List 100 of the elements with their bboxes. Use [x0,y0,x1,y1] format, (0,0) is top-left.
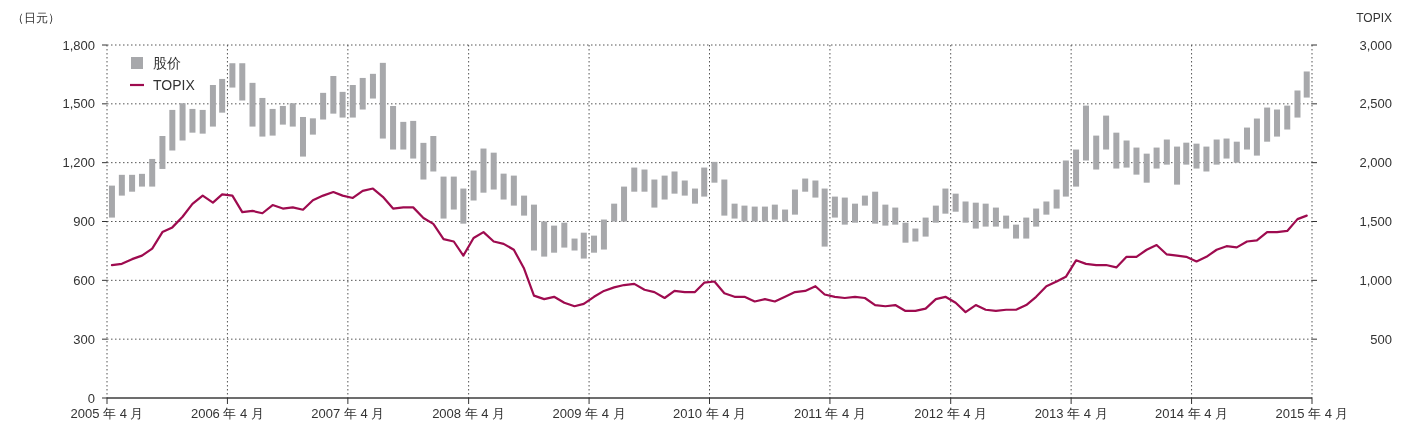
bar [420,142,427,180]
bar [1062,160,1069,197]
bar [872,191,879,224]
bar [390,105,397,150]
bar [561,222,568,248]
bar [681,180,688,196]
bar [821,188,828,247]
bar [1113,132,1120,169]
bar [922,217,929,237]
y2-tick-label: 1,500 [1359,214,1392,230]
bar [651,179,658,208]
bar [591,235,598,253]
bar [932,205,939,223]
bar [199,109,206,134]
bar [1153,147,1160,169]
bar [1043,201,1050,215]
bar [641,169,648,192]
bar [761,206,768,222]
bar [741,205,748,222]
bar [952,193,959,212]
bar [309,118,316,135]
bar [1233,141,1240,163]
y-tick-label: 0 [87,390,95,406]
bar [701,167,708,197]
bar [279,105,286,125]
bar [320,92,327,120]
bar [580,232,587,259]
y-tick-label: 600 [73,272,95,288]
bar [521,195,528,216]
bar [1033,208,1040,227]
bar [982,203,989,227]
bar [731,203,738,219]
x-tick-label: 2006 年 4 月 [190,406,264,421]
bar [470,170,477,201]
bar [571,238,578,251]
bar [289,103,296,127]
bar [902,222,909,243]
bar [169,109,176,151]
y-axis-title: （日元） [12,11,60,25]
bar [942,188,949,214]
y-tick-label: 900 [73,214,95,230]
x-tick-label: 2007 年 4 月 [311,406,385,421]
bar [400,121,407,150]
x-tick-label: 2012 年 4 月 [914,406,988,421]
y2-axis-title: TOPIX [1356,11,1392,25]
bar [1294,90,1301,118]
bar [771,204,778,220]
bar [138,173,145,187]
bar [229,63,236,88]
bar [962,201,969,223]
bar [802,178,809,192]
bar [1223,138,1230,159]
bar [621,186,628,222]
bar [1203,146,1210,172]
bar [510,175,517,206]
bar [450,176,457,210]
bar [1253,118,1260,156]
bar [530,204,537,251]
bar [108,185,115,218]
bar [1123,140,1130,168]
bar [1163,139,1170,165]
bar [430,136,437,172]
bar [349,85,356,118]
bar [239,63,246,101]
y-tick-label: 1,500 [62,96,95,112]
bar [1183,142,1190,165]
bar [269,108,276,136]
bar [661,175,668,200]
bar [1244,127,1250,150]
y2-tick-label: 500 [1370,331,1392,347]
bar [1174,146,1181,185]
bar [831,196,838,218]
bar [490,152,497,190]
x-tick-label: 2011 年 4 月 [793,406,866,421]
bar [892,207,899,225]
bar [1143,153,1150,183]
bar [1013,224,1020,239]
bar [1193,143,1200,169]
bar [330,75,337,114]
bar [841,197,848,225]
bar [480,148,487,193]
bar [861,195,868,206]
x-tick-label: 2009 年 4 月 [552,406,626,421]
x-tick-label: 2008 年 4 月 [432,406,506,421]
y-tick-label: 300 [73,331,95,347]
bar [118,174,125,196]
legend-label: 股价 [153,54,181,71]
bar [299,116,306,157]
bar [791,189,798,215]
bar [1284,105,1291,130]
bar [1264,107,1271,142]
bar [209,85,216,127]
bar [1133,147,1140,175]
bar [600,219,607,250]
x-tick-label: 2015 年 4 月 [1275,406,1349,421]
bar [369,73,376,99]
bar [159,136,166,169]
x-tick-label: 2005 年 4 月 [70,406,144,421]
bar [359,77,366,110]
bar [460,188,467,224]
